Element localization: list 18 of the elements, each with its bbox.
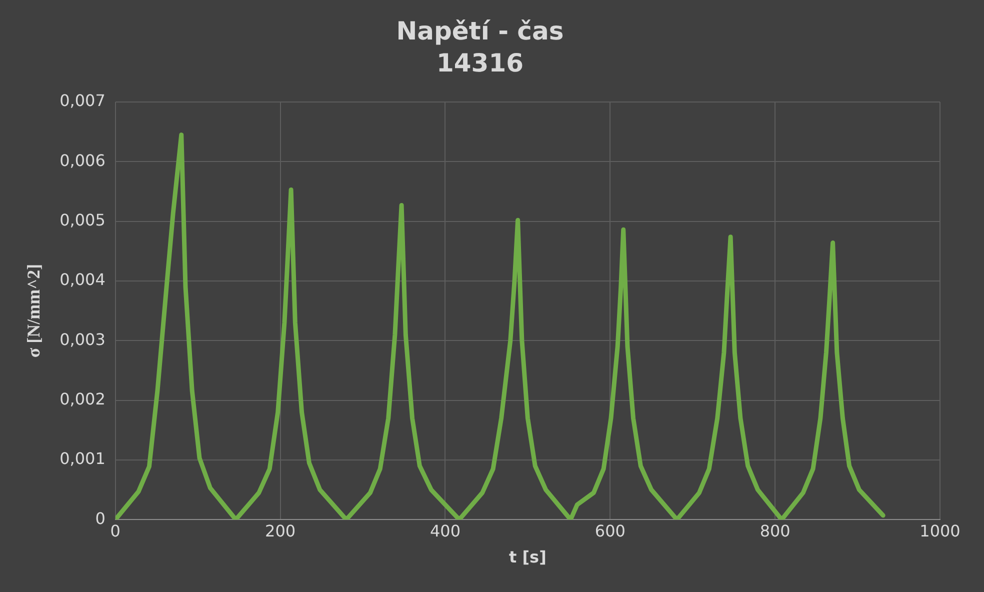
y-tick-label: 0,005 <box>60 210 106 230</box>
y-tick-label: 0,004 <box>60 270 106 290</box>
y-tick-label: 0,007 <box>60 91 106 110</box>
chart-title: Napětí - čas <box>396 16 564 46</box>
chart-subtitle: 14316 <box>436 48 524 78</box>
y-tick-label: 0,002 <box>60 389 106 408</box>
x-tick-label: 1000 <box>920 521 960 540</box>
y-axis-title: σ [N/mm^2] <box>23 264 44 358</box>
x-tick-label: 200 <box>265 521 296 540</box>
x-axis-title: t [s] <box>509 548 546 567</box>
y-tick-label: 0,006 <box>60 150 106 170</box>
y-tick-label: 0,003 <box>60 330 106 349</box>
x-tick-label: 600 <box>594 521 626 540</box>
x-tick-label: 400 <box>430 521 461 540</box>
x-tick-label: 0 <box>110 521 120 540</box>
y-tick-label: 0,001 <box>60 449 106 468</box>
y-tick-label: 0 <box>95 508 106 528</box>
x-tick-label: 800 <box>760 521 790 540</box>
